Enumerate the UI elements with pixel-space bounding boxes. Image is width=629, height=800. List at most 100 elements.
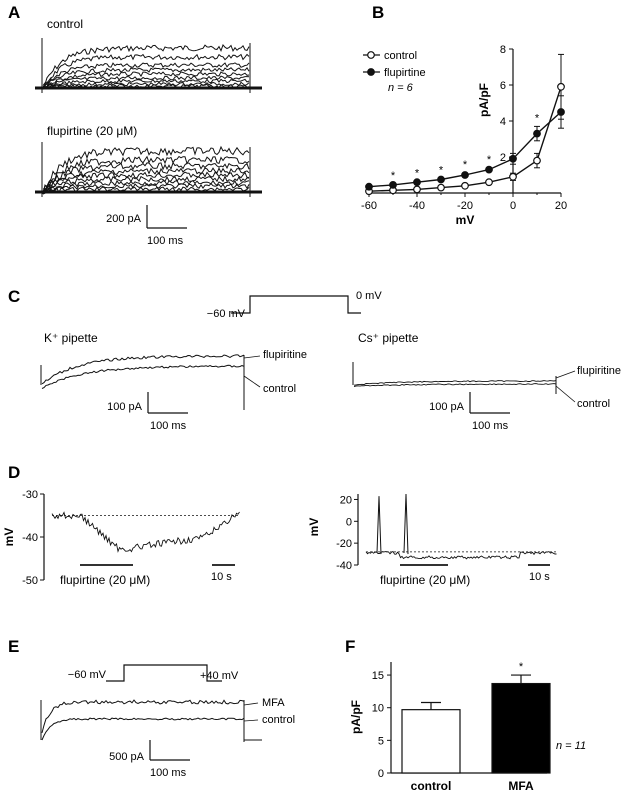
panel-c-protocol-end: 0 mV <box>356 290 382 302</box>
y-axis-label: pA/pF <box>477 83 491 117</box>
significance-marker: * <box>415 167 420 179</box>
data-point-control <box>485 178 493 187</box>
panel-c-cs-pipette-title: Cs⁺ pipette <box>358 331 419 345</box>
significance-marker: * <box>519 661 524 673</box>
flupiritine-trace <box>41 354 245 385</box>
current-trace-6 <box>42 75 250 90</box>
panel-c-voltage-protocol <box>231 295 361 314</box>
y-tick-label: 4 <box>500 116 506 128</box>
x-tick-label: 20 <box>555 200 567 212</box>
data-point-flupirtine <box>437 175 445 184</box>
data-point-flupirtine <box>509 154 517 163</box>
data-point-flupirtine <box>557 108 565 116</box>
y-tick-label: 0 <box>346 516 352 528</box>
panel-c-left-scale-x: 100 ms <box>150 420 187 432</box>
y-axis-label: pA/pF <box>349 700 363 734</box>
panel-a-letter: A <box>8 3 20 22</box>
current-trace-7 <box>42 179 250 193</box>
current-trace-5 <box>42 171 250 192</box>
panel-e-protocol-start: −60 mV <box>68 669 107 681</box>
data-point-control <box>461 181 469 190</box>
data-point-control <box>509 172 517 181</box>
legend-label-flupirtine: flupirtine <box>384 67 426 79</box>
panel-a-flupirtine-label: flupirtine (20 μM) <box>47 124 137 138</box>
vm-trace <box>51 511 240 553</box>
panel-c-left-scale-y: 100 pA <box>107 401 143 413</box>
current-trace-3 <box>42 62 250 87</box>
panel-c-right-scale-x: 100 ms <box>472 420 509 432</box>
bar-control <box>401 709 461 774</box>
panel-d-left-drug-label: flupirtine (20 μM) <box>60 573 150 587</box>
panel-c-left-scale-bar <box>147 392 188 414</box>
current-trace-5 <box>42 71 250 89</box>
panel-b-iv-chart: -60 -40 -20 0 20 2 4 6 8 mV pA/pF * * * * * * control flup… <box>361 44 567 227</box>
panel-e-letter: E <box>8 637 19 656</box>
current-trace-2 <box>42 53 250 86</box>
x-category-label: MFA <box>508 779 534 793</box>
panel-f-bar-chart: 0 5 10 15 pA/pF control MFA * n = 11 <box>349 661 586 793</box>
panel-d-letter: D <box>8 463 20 482</box>
current-trace-8 <box>42 182 250 194</box>
y-tick-label: -30 <box>22 489 38 501</box>
control-trace <box>353 383 557 387</box>
y-tick-label: 8 <box>500 44 506 56</box>
data-point-flupirtine <box>461 171 469 179</box>
y-tick-label: -50 <box>22 575 38 587</box>
panel-d-left-time-label: 10 s <box>211 571 232 583</box>
action-potential-1 <box>376 496 382 555</box>
y-tick-label: 20 <box>340 494 352 506</box>
data-point-control <box>557 82 565 91</box>
current-trace-1 <box>42 145 250 194</box>
current-trace-1 <box>42 44 250 89</box>
legend-label-control: control <box>384 50 417 62</box>
x-tick-label: 0 <box>510 200 516 212</box>
x-tick-label: -60 <box>361 200 377 212</box>
panel-e-protocol-end: +40 mV <box>200 670 239 682</box>
current-trace-3 <box>42 161 250 190</box>
control-trace <box>41 364 245 389</box>
label-pointer <box>243 355 261 359</box>
current-trace-7 <box>42 78 250 89</box>
panel-c-right-control-label: control <box>577 398 610 410</box>
panel-c-right-scale-y: 100 pA <box>429 401 465 413</box>
panel-c-letter: C <box>8 287 20 306</box>
panel-e-scale-x: 100 ms <box>150 767 187 779</box>
label-pointer <box>243 719 259 722</box>
current-trace-4 <box>42 67 250 89</box>
panel-e-traces <box>40 699 262 742</box>
current-trace-4 <box>42 167 250 193</box>
y-tick-label: 0 <box>378 768 384 780</box>
label-pointer <box>243 375 261 388</box>
data-point-control <box>413 185 421 194</box>
panel-c-right-flupiritine-label: flupiritine <box>577 365 621 377</box>
panel-c-right-scale-bar <box>469 392 510 414</box>
data-point-flupirtine <box>389 180 397 189</box>
data-point-control <box>437 183 445 192</box>
current-trace-2 <box>42 155 250 195</box>
panel-e-mfa-label: MFA <box>262 697 285 709</box>
x-tick-label: -20 <box>457 200 473 212</box>
x-category-label: control <box>411 779 452 793</box>
y-tick-label: -40 <box>22 532 38 544</box>
panel-b-letter: B <box>372 3 384 22</box>
panel-a-scale-x: 100 ms <box>147 235 184 247</box>
sample-size: n = 6 <box>388 82 414 94</box>
panel-d-right-recording: 20 0 -20 -40 mV <box>307 493 557 572</box>
panel-a-control-traces <box>35 38 262 93</box>
y-tick-label: 15 <box>372 670 384 682</box>
panel-f-letter: F <box>345 637 355 656</box>
panel-d-right-drug-label: flupirtine (20 μM) <box>380 573 470 587</box>
data-point-flupirtine <box>533 129 541 138</box>
panel-c-protocol-start: −60 mV <box>207 308 246 320</box>
panel-c-cs-traces <box>352 362 576 403</box>
panel-a-control-label: control <box>47 17 83 31</box>
data-point-flupirtine <box>485 165 493 174</box>
panel-e-scale-bar <box>149 740 190 761</box>
legend-marker <box>367 51 375 59</box>
vm-trace <box>365 550 557 560</box>
y-tick-label: 10 <box>372 703 384 715</box>
panel-c-left-flupiritine-label: flupiritine <box>263 349 307 361</box>
label-pointer <box>555 385 576 403</box>
panel-e-voltage-protocol <box>106 664 222 682</box>
